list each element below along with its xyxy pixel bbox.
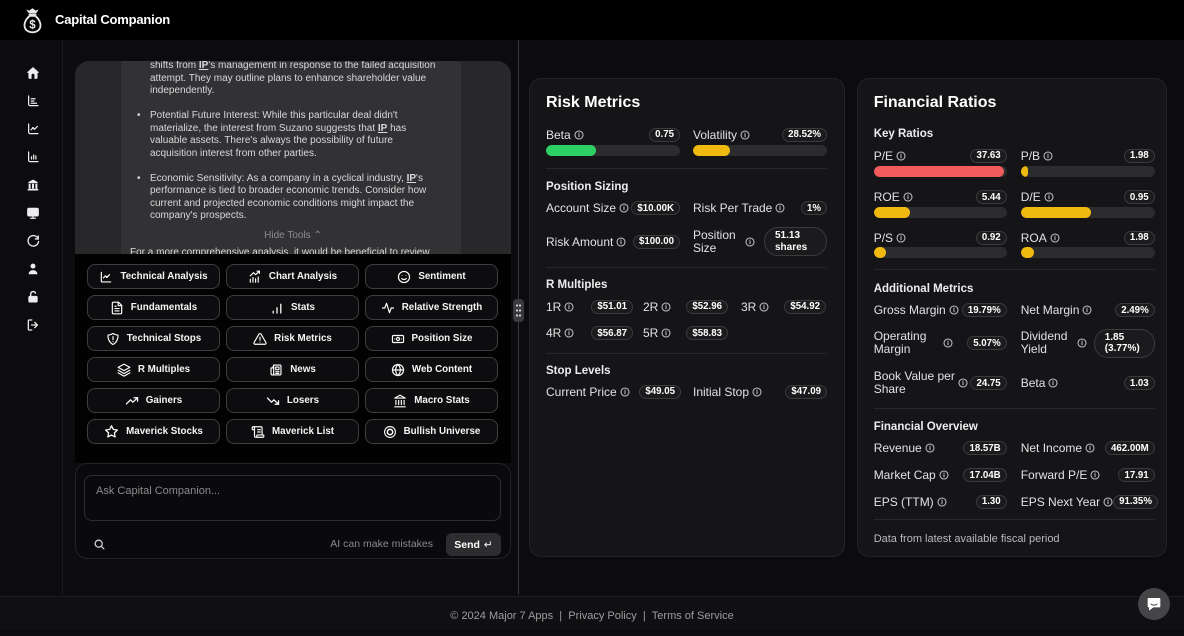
svg-text:$: $ [29,20,36,32]
